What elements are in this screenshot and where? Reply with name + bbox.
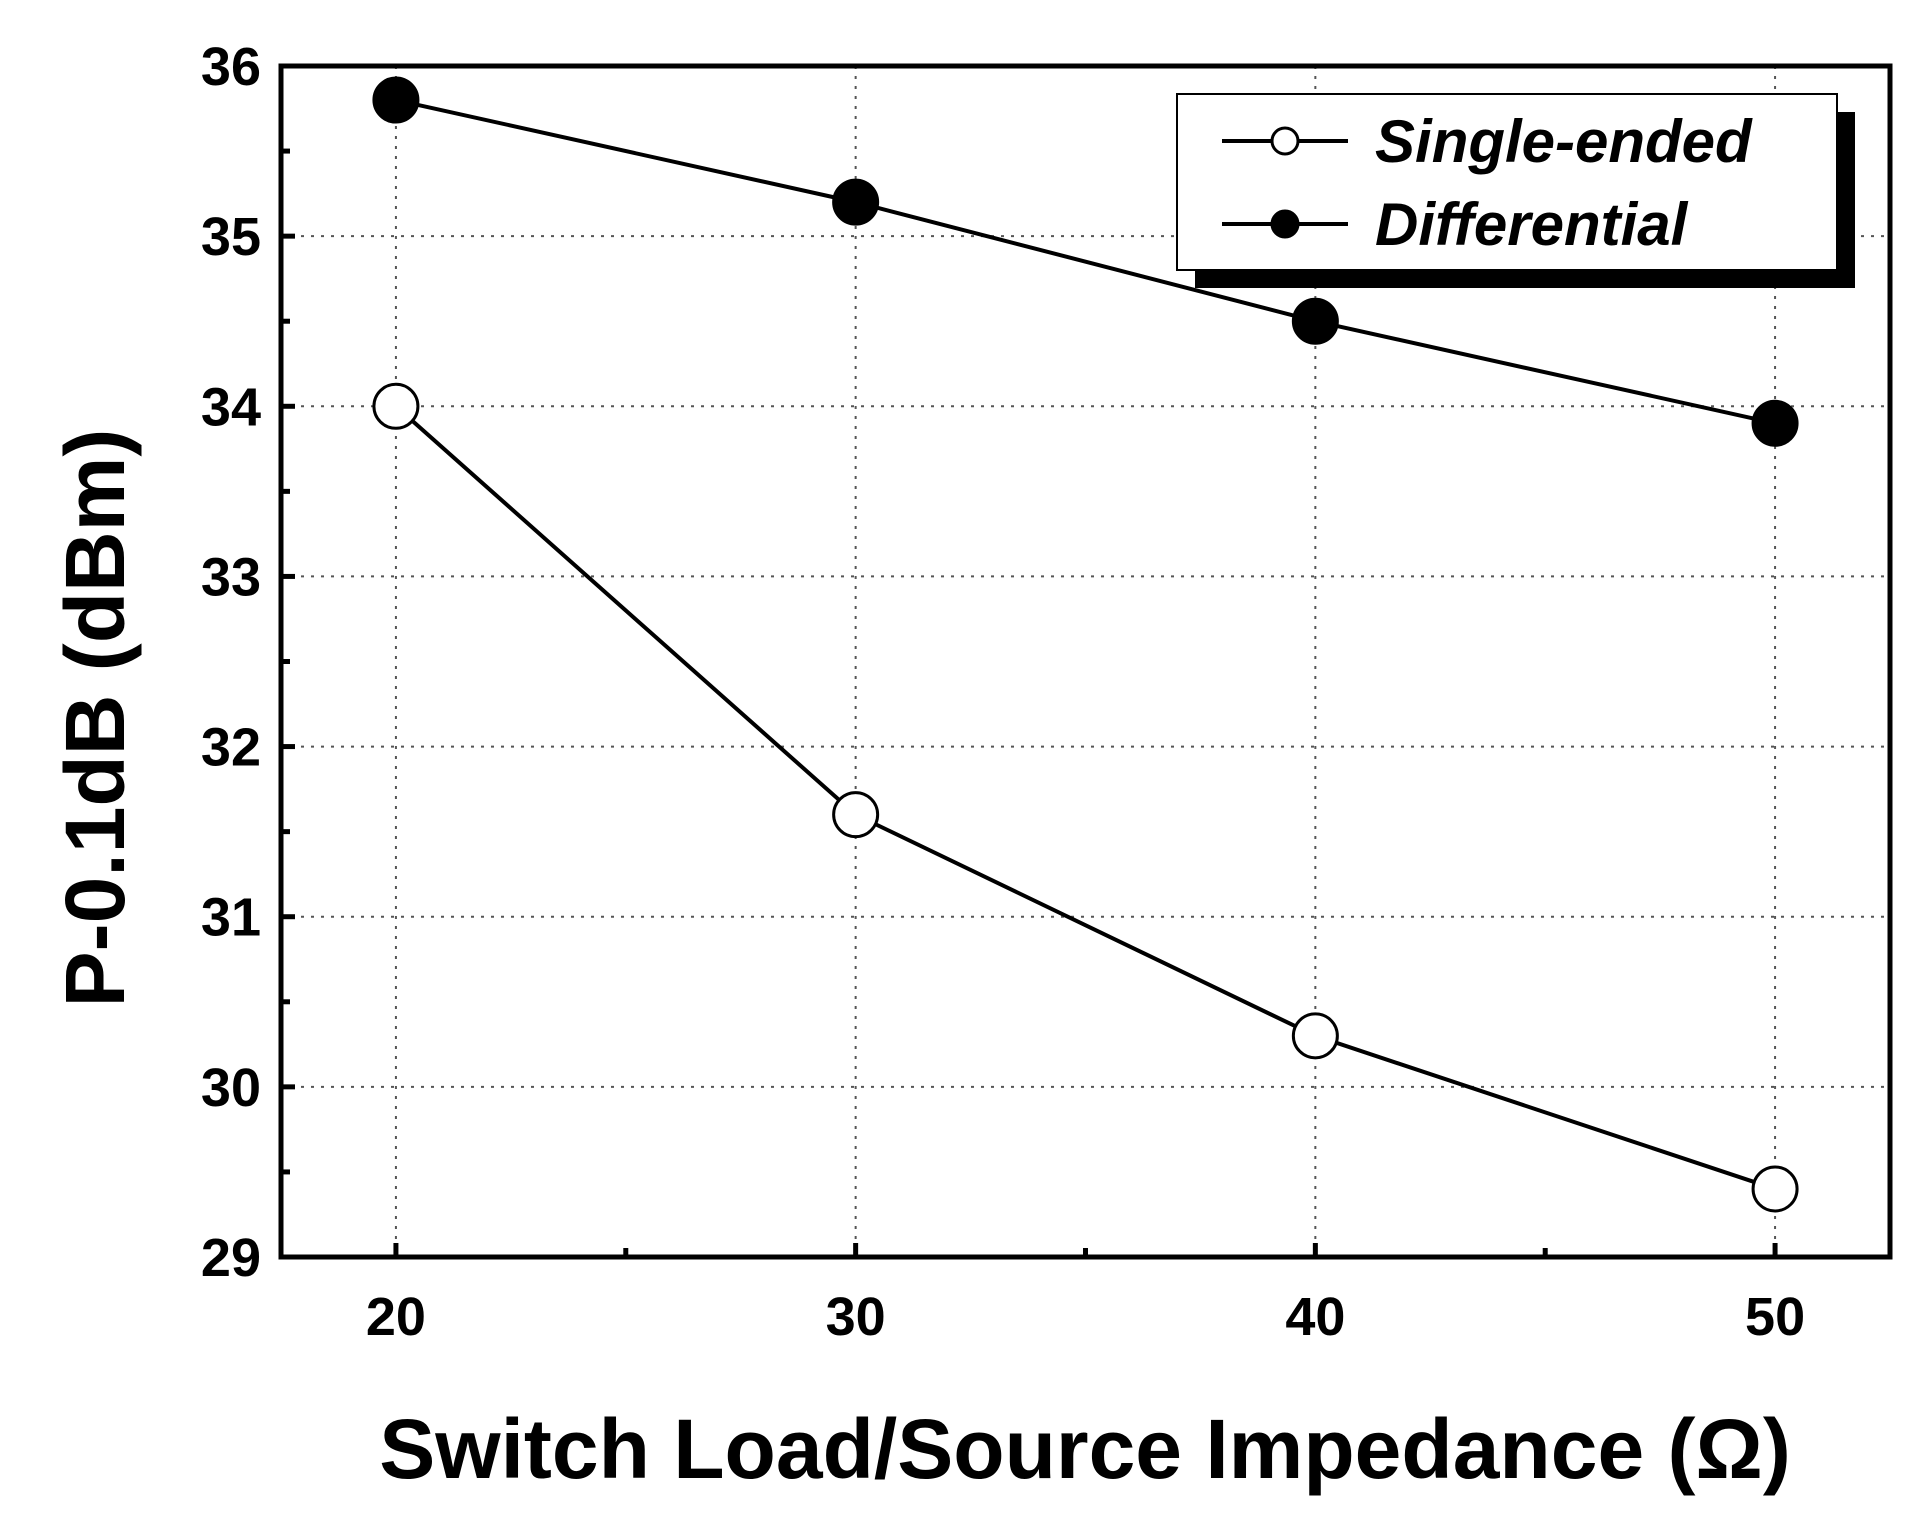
y-tick-label-36: 36 bbox=[201, 37, 261, 97]
y-tick-label-35: 35 bbox=[201, 207, 261, 267]
data-point-differential-40 bbox=[1291, 297, 1339, 345]
data-point-single-ended-30 bbox=[832, 791, 880, 839]
legend: Single-ended Differential bbox=[1176, 93, 1855, 288]
legend-label-single-ended: Single-ended bbox=[1375, 108, 1753, 175]
data-point-differential-50 bbox=[1751, 399, 1799, 447]
data-point-differential-30 bbox=[832, 178, 880, 226]
y-tick-label-34: 34 bbox=[201, 377, 261, 437]
y-tick-labels: 29 30 31 32 33 34 35 36 bbox=[201, 37, 261, 1288]
legend-marker-differential bbox=[1270, 209, 1300, 239]
series-lines bbox=[394, 98, 1776, 1191]
data-point-differential-20 bbox=[372, 76, 420, 124]
data-point-single-ended-20 bbox=[372, 382, 420, 430]
x-axis-title: Switch Load/Source Impedance (Ω) bbox=[379, 1402, 1791, 1496]
y-tick-label-30: 30 bbox=[201, 1058, 261, 1118]
series-points bbox=[372, 76, 1799, 1213]
y-tick-label-33: 33 bbox=[201, 547, 261, 607]
x-tick-label-20: 20 bbox=[366, 1287, 426, 1347]
x-tick-label-30: 30 bbox=[826, 1287, 886, 1347]
x-tick-label-40: 40 bbox=[1285, 1287, 1345, 1347]
y-tick-label-29: 29 bbox=[201, 1228, 261, 1288]
x-tick-label-50: 50 bbox=[1745, 1287, 1805, 1347]
legend-marker-single-ended bbox=[1270, 126, 1300, 156]
x-tick-labels: 20 30 40 50 bbox=[366, 1287, 1805, 1347]
y-tick-label-31: 31 bbox=[201, 888, 261, 948]
plot-frame bbox=[278, 63, 1893, 1260]
data-point-single-ended-40 bbox=[1291, 1012, 1339, 1060]
y-tick-label-32: 32 bbox=[201, 718, 261, 778]
series-line-single-ended bbox=[394, 404, 1776, 1191]
legend-label-differential: Differential bbox=[1375, 191, 1689, 258]
legend-box bbox=[1176, 93, 1838, 271]
series-line-differential bbox=[395, 98, 1776, 426]
data-point-single-ended-50 bbox=[1751, 1165, 1799, 1213]
y-axis-title: P-0.1dB (dBm) bbox=[48, 429, 142, 1008]
